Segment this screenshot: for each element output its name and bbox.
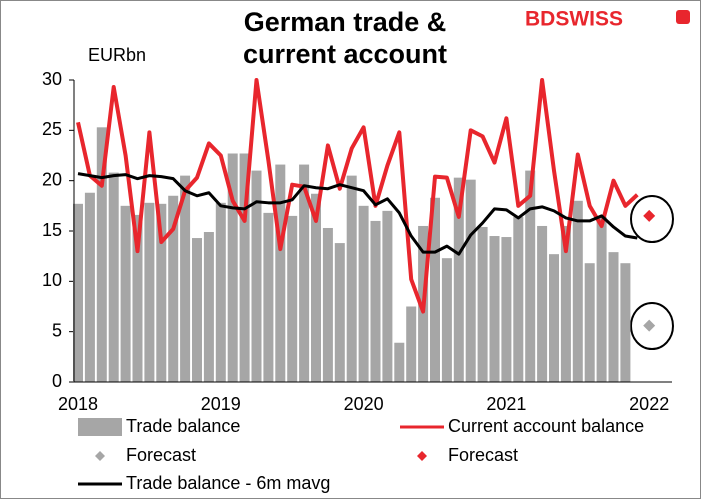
- bar: [525, 170, 536, 382]
- legend-label: Current account balance: [448, 416, 644, 436]
- bar: [73, 203, 83, 382]
- bar: [584, 263, 595, 382]
- legend-label: Forecast: [126, 445, 196, 465]
- bar: [406, 306, 417, 382]
- bar: [239, 153, 250, 382]
- bar: [501, 237, 512, 382]
- legend-swatch: [95, 451, 105, 461]
- forecast-point: [643, 319, 656, 332]
- bar: [537, 225, 548, 382]
- bar: [263, 212, 274, 382]
- y-tick-label: 5: [52, 320, 62, 340]
- line: [76, 78, 639, 314]
- bar: [215, 202, 226, 382]
- bar: [382, 210, 393, 382]
- brand-logo: BDSWISS: [525, 8, 623, 31]
- bar: [203, 232, 214, 382]
- x-tick-label: 2018: [58, 394, 98, 414]
- y-axis-label: EURbn: [88, 45, 146, 65]
- y-tick-label: 0: [52, 371, 62, 391]
- forecast-point: [643, 209, 656, 222]
- highlight-circle: [630, 195, 674, 243]
- line: [77, 172, 638, 256]
- bar: [96, 127, 107, 383]
- bar: [180, 175, 191, 382]
- bar: [108, 172, 119, 382]
- bar: [299, 164, 310, 382]
- bar: [168, 195, 179, 382]
- y-tick-label: 25: [42, 119, 62, 139]
- bar: [477, 226, 488, 382]
- legend-swatch: [417, 451, 427, 461]
- bar: [465, 179, 476, 382]
- y-tick-label: 20: [42, 169, 62, 189]
- bar: [358, 205, 369, 382]
- x-tick-label: 2021: [486, 394, 526, 414]
- bar: [84, 192, 95, 382]
- bar: [441, 258, 452, 382]
- legend-label: Trade balance - 6m mavg: [126, 473, 330, 493]
- bar: [192, 238, 202, 382]
- bar: [608, 252, 619, 382]
- legend-swatch: [78, 418, 122, 436]
- y-tick-label: 10: [42, 270, 62, 290]
- bar: [430, 197, 440, 382]
- bar: [120, 205, 131, 382]
- legend-label: Trade balance: [126, 416, 240, 436]
- bar: [334, 243, 345, 382]
- bar: [144, 202, 155, 382]
- bar: [311, 193, 321, 382]
- y-tick-label: 30: [42, 69, 62, 89]
- bar: [370, 220, 381, 382]
- bar: [560, 225, 571, 382]
- bar: [275, 164, 286, 382]
- bar: [346, 175, 357, 382]
- bar: [287, 215, 298, 382]
- x-tick-label: 2019: [201, 394, 241, 414]
- legend-label: Forecast: [448, 445, 518, 465]
- x-tick-label: 2020: [344, 394, 384, 414]
- bar: [132, 214, 143, 382]
- bar: [322, 227, 333, 382]
- bar: [513, 216, 524, 382]
- logo-icon: [676, 10, 690, 24]
- highlight-circle: [630, 302, 674, 350]
- bar: [227, 153, 238, 382]
- bar: [572, 200, 583, 382]
- bar: [620, 263, 631, 382]
- bar: [156, 203, 167, 382]
- chart-title: German trade & current account: [242, 7, 448, 69]
- bar: [549, 254, 559, 382]
- bar: [489, 236, 500, 382]
- y-tick-label: 15: [42, 220, 62, 240]
- bar: [251, 170, 262, 382]
- bar: [394, 342, 405, 382]
- bar: [596, 216, 607, 382]
- x-tick-label: 2022: [629, 394, 669, 414]
- bar: [453, 177, 464, 382]
